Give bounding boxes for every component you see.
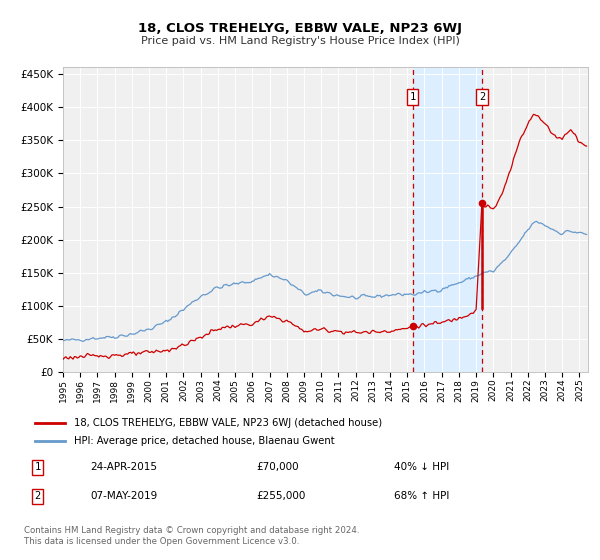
Text: 1: 1 — [409, 92, 416, 102]
Text: HPI: Average price, detached house, Blaenau Gwent: HPI: Average price, detached house, Blae… — [74, 436, 334, 446]
Text: 40% ↓ HPI: 40% ↓ HPI — [394, 463, 449, 472]
Text: 07-MAY-2019: 07-MAY-2019 — [90, 492, 157, 501]
Text: 1: 1 — [35, 463, 41, 472]
Text: 18, CLOS TREHELYG, EBBW VALE, NP23 6WJ: 18, CLOS TREHELYG, EBBW VALE, NP23 6WJ — [138, 22, 462, 35]
Text: 2: 2 — [35, 492, 41, 501]
Text: £255,000: £255,000 — [256, 492, 305, 501]
Text: £70,000: £70,000 — [256, 463, 298, 472]
Bar — [413, 67, 482, 372]
Text: 68% ↑ HPI: 68% ↑ HPI — [394, 492, 449, 501]
Text: Contains HM Land Registry data © Crown copyright and database right 2024.
This d: Contains HM Land Registry data © Crown c… — [24, 526, 359, 546]
Text: Price paid vs. HM Land Registry's House Price Index (HPI): Price paid vs. HM Land Registry's House … — [140, 36, 460, 46]
Text: 18, CLOS TREHELYG, EBBW VALE, NP23 6WJ (detached house): 18, CLOS TREHELYG, EBBW VALE, NP23 6WJ (… — [74, 418, 382, 428]
Text: 24-APR-2015: 24-APR-2015 — [90, 463, 157, 472]
Text: 2: 2 — [479, 92, 485, 102]
